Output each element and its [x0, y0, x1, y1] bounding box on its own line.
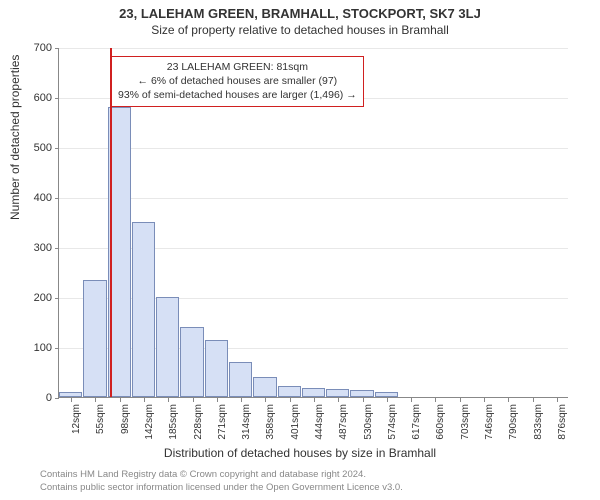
ytick-mark	[55, 248, 59, 249]
gridline	[59, 148, 568, 149]
ytick-label: 600	[12, 92, 52, 104]
annotation-line: 23 LALEHAM GREEN: 81sqm	[118, 60, 357, 74]
gridline	[59, 198, 568, 199]
xtick-mark	[120, 398, 121, 402]
annotation-box: 23 LALEHAM GREEN: 81sqm← 6% of detached …	[111, 56, 364, 107]
histogram-bar	[132, 222, 155, 397]
histogram-bar	[156, 297, 179, 397]
xtick-mark	[533, 398, 534, 402]
ytick-label: 500	[12, 142, 52, 154]
xtick-mark	[557, 398, 558, 402]
ytick-mark	[55, 98, 59, 99]
histogram-bar	[205, 340, 228, 398]
histogram-bar	[253, 377, 276, 397]
x-axis-label: Distribution of detached houses by size …	[0, 446, 600, 460]
histogram-bar	[375, 392, 398, 397]
xtick-mark	[363, 398, 364, 402]
histogram-bar	[278, 386, 301, 397]
xtick-mark	[193, 398, 194, 402]
ytick-label: 700	[12, 42, 52, 54]
xtick-mark	[265, 398, 266, 402]
xtick-mark	[71, 398, 72, 402]
xtick-mark	[95, 398, 96, 402]
ytick-mark	[55, 198, 59, 199]
ytick-label: 400	[12, 192, 52, 204]
histogram-bar	[326, 389, 349, 397]
ytick-label: 0	[12, 392, 52, 404]
title-block: 23, LALEHAM GREEN, BRAMHALL, STOCKPORT, …	[0, 0, 600, 37]
histogram-bar	[59, 392, 82, 397]
xtick-mark	[314, 398, 315, 402]
xtick-mark	[144, 398, 145, 402]
xtick-mark	[387, 398, 388, 402]
ytick-label: 200	[12, 292, 52, 304]
histogram-bar	[180, 327, 203, 397]
histogram-bar	[302, 388, 325, 397]
annotation-line: ← 6% of detached houses are smaller (97)	[118, 74, 357, 88]
footer-attribution: Contains HM Land Registry data © Crown c…	[40, 469, 403, 494]
page-subtitle: Size of property relative to detached ho…	[0, 23, 600, 37]
histogram-plot: 010020030040050060070012sqm55sqm98sqm142…	[58, 48, 568, 398]
xtick-mark	[484, 398, 485, 402]
page-title: 23, LALEHAM GREEN, BRAMHALL, STOCKPORT, …	[0, 6, 600, 21]
ytick-mark	[55, 48, 59, 49]
footer-line: Contains public sector information licen…	[40, 482, 403, 494]
xtick-mark	[411, 398, 412, 402]
histogram-bar	[83, 280, 106, 398]
annotation-line: 93% of semi-detached houses are larger (…	[118, 88, 357, 102]
ytick-label: 300	[12, 242, 52, 254]
xtick-mark	[435, 398, 436, 402]
xtick-mark	[217, 398, 218, 402]
ytick-mark	[55, 298, 59, 299]
ytick-label: 100	[12, 342, 52, 354]
histogram-bar	[229, 362, 252, 397]
gridline	[59, 48, 568, 49]
ytick-mark	[55, 348, 59, 349]
histogram-bar	[350, 390, 373, 397]
xtick-mark	[508, 398, 509, 402]
xtick-mark	[460, 398, 461, 402]
footer-line: Contains HM Land Registry data © Crown c…	[40, 469, 403, 481]
xtick-mark	[241, 398, 242, 402]
xtick-mark	[338, 398, 339, 402]
chart-area: 010020030040050060070012sqm55sqm98sqm142…	[58, 48, 568, 398]
xtick-mark	[168, 398, 169, 402]
ytick-mark	[55, 398, 59, 399]
xtick-mark	[290, 398, 291, 402]
ytick-mark	[55, 148, 59, 149]
